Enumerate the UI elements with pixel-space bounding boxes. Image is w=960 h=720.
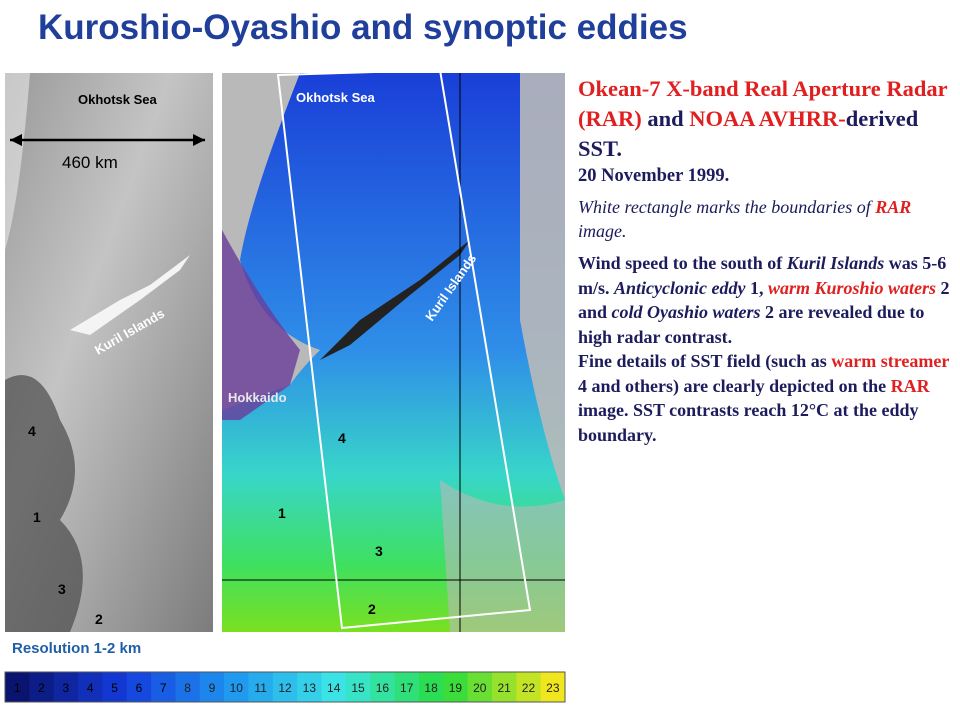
colorbar-label: 4 <box>87 681 94 695</box>
sea-label: Okhotsk Sea <box>296 90 376 105</box>
colorbar-cell <box>443 672 469 702</box>
colorbar-cell <box>175 672 201 702</box>
paragraph: Fine details of SST field (such as warm … <box>578 349 958 447</box>
slide-title: Kuroshio-Oyashio and synoptic eddies <box>38 8 688 47</box>
colorbar-cell <box>5 672 30 702</box>
colorbar-label: 18 <box>424 681 438 695</box>
text-run: warm streamer <box>831 351 950 371</box>
colorbar-cell <box>102 672 128 702</box>
colorbar-cell <box>467 672 493 702</box>
colorbar-cell <box>321 672 347 702</box>
colorbar-cell <box>78 672 103 702</box>
eddy-label: 4 <box>28 423 36 439</box>
colorbar-label: 20 <box>473 681 487 695</box>
text-run: Fine details of SST field (such as <box>578 351 832 371</box>
colorbar-cell <box>224 672 249 702</box>
text-run: White rectangle marks the boundaries of <box>578 197 876 217</box>
colorbar: 1 2 3 4 5 6 7 8 9 10 11 12 13 14 15 16 17 18 19 20 21 22 23 <box>4 671 566 703</box>
note: White rectangle marks the boundaries of … <box>578 195 958 243</box>
colorbar-label: 14 <box>327 681 341 695</box>
text-run: image. SST contrasts reach 12°C at the e… <box>578 400 919 445</box>
colorbar-label: 22 <box>522 681 536 695</box>
colorbar-label: 9 <box>209 681 216 695</box>
colorbar-cell <box>540 672 566 702</box>
colorbar-label: 16 <box>376 681 390 695</box>
colorbar-cell <box>394 672 420 702</box>
colorbar-cell <box>491 672 517 702</box>
colorbar-cell <box>126 672 152 702</box>
colorbar-label: 8 <box>184 681 191 695</box>
colorbar-label: 6 <box>136 681 143 695</box>
text-run: Wind speed to the south of <box>578 253 787 273</box>
colorbar-cell <box>418 672 444 702</box>
text-run: image. <box>578 221 627 241</box>
colorbar-cell <box>516 672 542 702</box>
eddy-label: 4 <box>338 430 346 446</box>
colorbar-label: 10 <box>230 681 244 695</box>
colorbar-frame <box>4 671 566 703</box>
colorbar-label: 19 <box>449 681 463 695</box>
text-run: 2 are revealed due to high radar contras… <box>578 302 925 347</box>
eddy-label: 2 <box>95 611 103 627</box>
paragraph: Wind speed to the south of Kuril Islands… <box>578 251 958 349</box>
colorbar-label: 15 <box>351 681 365 695</box>
colorbar-label: 1 <box>14 681 21 695</box>
eddy-label: 1 <box>278 505 286 521</box>
eddy-label: 2 <box>368 601 376 617</box>
text-run: derived SST. <box>578 106 919 161</box>
eddy-label: 1 <box>33 509 41 525</box>
colorbar-cell <box>29 672 55 702</box>
colorbar-cell <box>370 672 396 702</box>
sea-label: Okhotsk Sea <box>78 92 158 107</box>
description: Okean-7 X-band Real Aperture Radar (RAR)… <box>578 74 958 447</box>
text-run: cold Oyashio waters <box>611 302 761 322</box>
text-run: Anticyclonic eddy <box>614 277 746 298</box>
text-run: was 5-6 m/s. <box>578 253 947 298</box>
text-run: RAR <box>875 197 912 217</box>
text-run: 1, <box>745 277 768 298</box>
island-label: Hokkaido <box>228 390 287 405</box>
colorbar-cell <box>151 672 176 702</box>
colorbar-label: 5 <box>111 681 118 695</box>
eddy-label: 3 <box>58 581 66 597</box>
colorbar-cell <box>53 672 79 702</box>
text-run: Kuril Islands <box>786 253 885 273</box>
eddy-label: 3 <box>375 543 383 559</box>
resolution-caption: Resolution 1-2 km <box>12 640 142 657</box>
colorbar-label: 7 <box>160 681 167 695</box>
colorbar-cell <box>248 672 274 702</box>
sst-image: Okhotsk Sea Kuril Islands Hokkaido 4 1 3… <box>222 68 565 632</box>
colorbar-cell <box>297 672 323 702</box>
text-run: NOAA AVHRR- <box>689 106 846 131</box>
text-run: Okean-7 X-band Real Aperture Radar (RAR) <box>578 76 948 131</box>
radar-image: Okhotsk Sea 460 km Kuril Islands 4 1 3 2 <box>5 73 213 632</box>
colorbar-label: 17 <box>400 681 414 695</box>
text-run: and <box>641 106 690 131</box>
colorbar-label: 3 <box>63 681 70 695</box>
scale-label: 460 km <box>62 153 118 172</box>
colorbar-cell <box>272 672 298 702</box>
colorbar-label: 2 <box>38 681 45 695</box>
text-run: 4 and others) are clearly depicted on th… <box>578 375 891 396</box>
colorbar-cell <box>199 672 225 702</box>
colorbar-label: 11 <box>254 681 267 695</box>
colorbar-label: 21 <box>497 681 511 695</box>
colorbar-label: 13 <box>303 681 317 695</box>
text-run: 2 and <box>578 277 950 323</box>
colorbar-label: 12 <box>278 681 292 695</box>
colorbar-cell <box>345 672 371 702</box>
date: 20 November 1999. <box>578 166 730 186</box>
text-run: warm Kuroshio waters <box>767 277 937 298</box>
colorbar-label: 23 <box>546 681 560 695</box>
text-run: RAR <box>890 375 930 396</box>
heading: Okean-7 X-band Real Aperture Radar (RAR)… <box>578 74 958 164</box>
